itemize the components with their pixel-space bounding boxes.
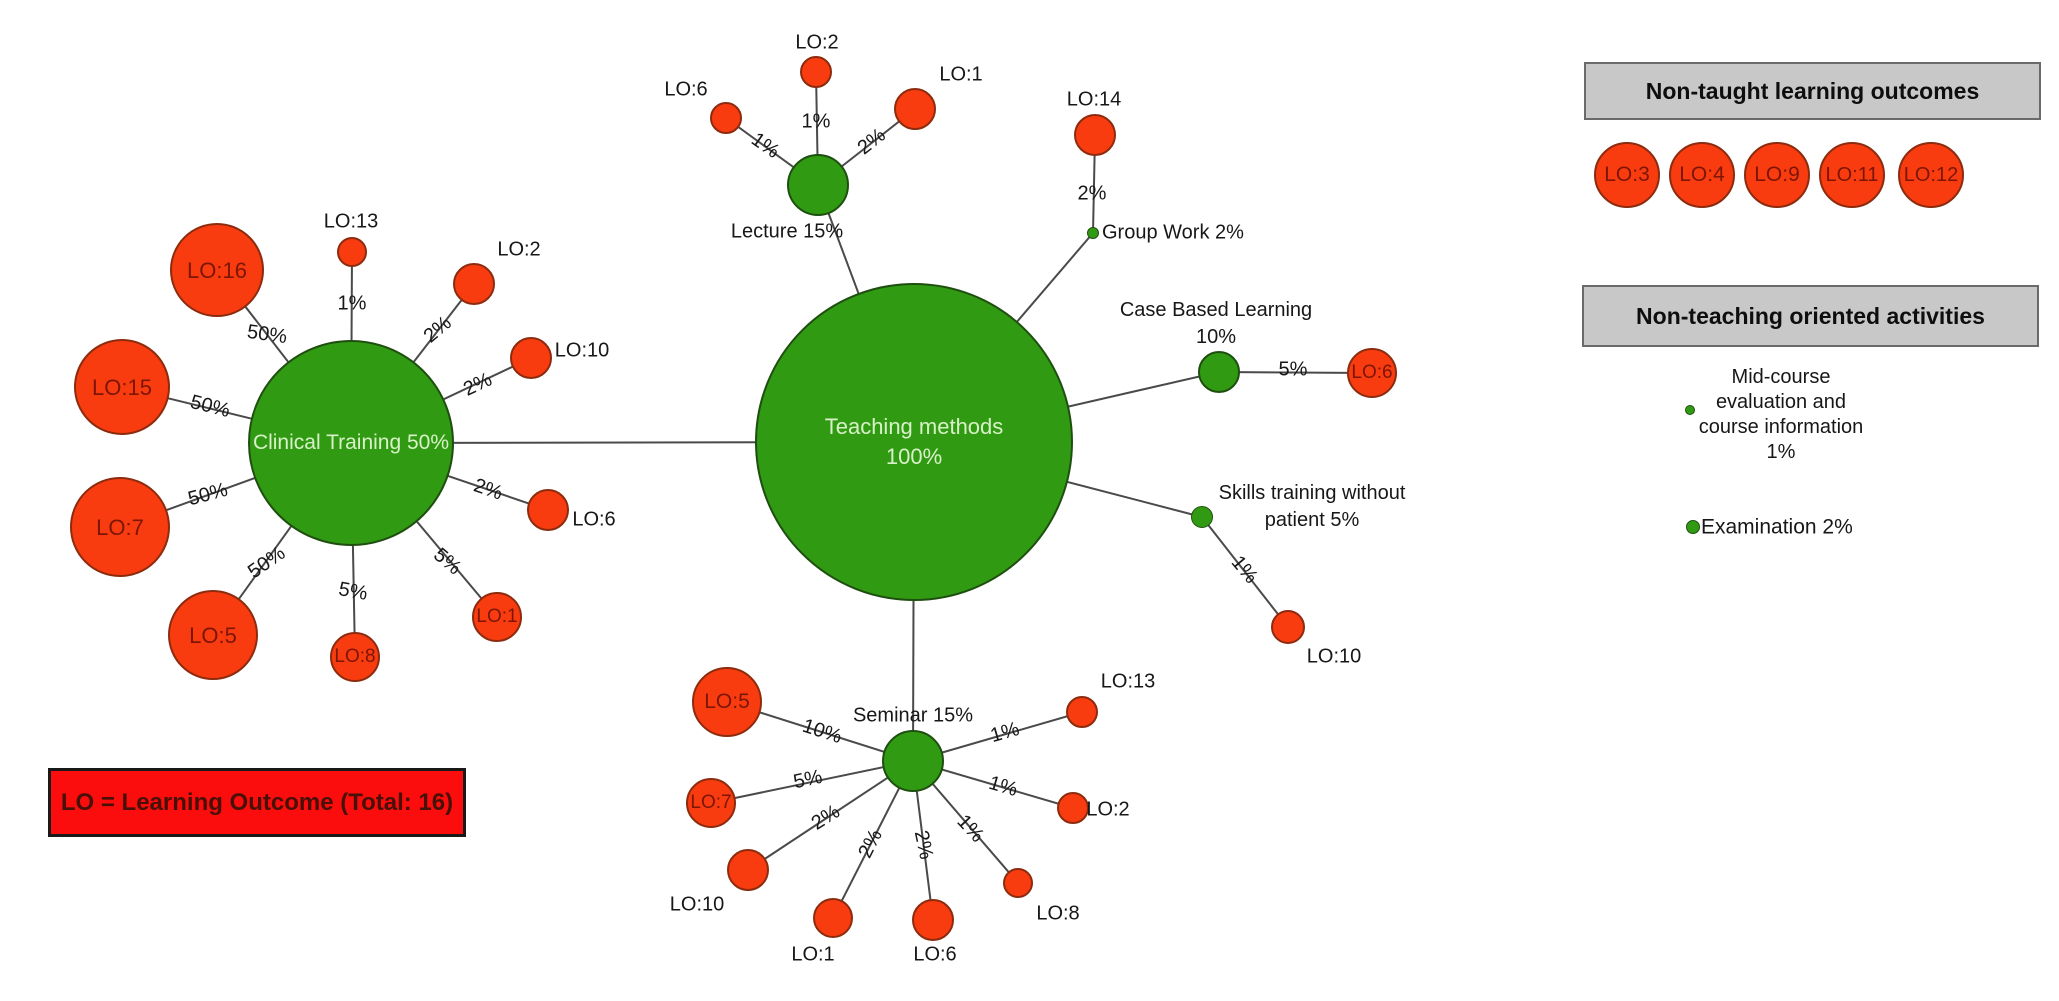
node-nontaught-lo9: LO:9 bbox=[1744, 142, 1810, 208]
node-skills-lo10 bbox=[1271, 610, 1305, 644]
edge bbox=[1201, 516, 1289, 628]
label-lecture-lo1: LO:1 bbox=[939, 63, 983, 86]
case-based-title: Case Based Learning 10% bbox=[1119, 299, 1313, 348]
legend-box: LO = Learning Outcome (Total: 16) bbox=[48, 768, 466, 837]
label-lecture-lo2: LO:2 bbox=[795, 31, 839, 54]
node-seminar bbox=[882, 730, 944, 792]
node-clinical-lo16: LO:16 bbox=[170, 223, 264, 317]
panel-non-teaching-activities: Non-teaching oriented activities bbox=[1582, 285, 2039, 347]
node-clinical-lo10 bbox=[510, 337, 552, 379]
panel-non-taught-title: Non-taught learning outcomes bbox=[1645, 77, 1980, 104]
label-seminar-lo6: LO:6 bbox=[913, 943, 957, 966]
node-skills-training bbox=[1191, 506, 1213, 528]
seminar-title: Seminar 15% bbox=[852, 704, 974, 727]
node-lecture-lo2 bbox=[800, 56, 832, 88]
node-nontaught-lo3: LO:3 bbox=[1594, 142, 1660, 208]
label-clinical-lo13: LO:13 bbox=[323, 210, 379, 233]
midcourse-note: Mid-course evaluation and course informa… bbox=[1698, 366, 1864, 463]
label-clinical-lo10: LO:10 bbox=[554, 339, 610, 362]
node-examination bbox=[1686, 520, 1700, 534]
node-group-work bbox=[1087, 227, 1099, 239]
node-clinical-lo2 bbox=[453, 263, 495, 305]
lecture-title: Lecture 15% bbox=[730, 220, 844, 243]
label-clinical-lo6: LO:6 bbox=[572, 508, 616, 531]
edge bbox=[710, 760, 914, 804]
label-groupwork-lo14: LO:14 bbox=[1066, 88, 1122, 111]
label-clinical-lo2: LO:2 bbox=[497, 238, 541, 261]
node-seminar-lo6 bbox=[912, 899, 954, 941]
node-nontaught-lo4: LO:4 bbox=[1669, 142, 1735, 208]
edge-label: 1% bbox=[801, 110, 831, 133]
label-seminar-lo2: LO:2 bbox=[1086, 798, 1130, 821]
edge-label: 5% bbox=[1278, 358, 1308, 381]
node-seminar-lo10 bbox=[727, 849, 769, 891]
node-clinical-lo15: LO:15 bbox=[74, 339, 170, 435]
node-case-based-learning bbox=[1198, 351, 1240, 393]
node-seminar-lo2 bbox=[1057, 792, 1089, 824]
label-lecture-lo6: LO:6 bbox=[664, 78, 708, 101]
panel-non-taught-outcomes: Non-taught learning outcomes bbox=[1584, 62, 2041, 120]
edge-label: 1% bbox=[337, 292, 367, 315]
node-seminar-lo8 bbox=[1003, 868, 1033, 898]
node-seminar-lo5: LO:5 bbox=[692, 667, 762, 737]
legend-text: LO = Learning Outcome (Total: 16) bbox=[60, 788, 454, 816]
label-seminar-lo10: LO:10 bbox=[669, 893, 725, 916]
node-clinical-lo5: LO:5 bbox=[168, 590, 258, 680]
label-seminar-lo8: LO:8 bbox=[1036, 902, 1080, 925]
node-lecture bbox=[787, 154, 849, 216]
node-clinical-lo7: LO:7 bbox=[70, 477, 170, 577]
node-lecture-lo1 bbox=[894, 88, 936, 130]
label-seminar-lo1: LO:1 bbox=[791, 943, 835, 966]
panel-non-teaching-title: Non-teaching oriented activities bbox=[1636, 302, 1985, 329]
node-lecture-lo6 bbox=[710, 102, 742, 134]
edge bbox=[1218, 371, 1373, 374]
node-clinical-training: Clinical Training 50% bbox=[248, 340, 454, 546]
skills-title: Skills training without patient 5% bbox=[1218, 482, 1406, 531]
edge-label: 2% bbox=[1077, 182, 1107, 205]
node-nontaught-lo11: LO:11 bbox=[1819, 142, 1885, 208]
node-casebased-lo6: LO:6 bbox=[1347, 348, 1397, 398]
node-mid-course bbox=[1685, 405, 1695, 415]
label-skills-lo10: LO:10 bbox=[1306, 645, 1362, 668]
node-nontaught-lo12: LO:12 bbox=[1898, 142, 1964, 208]
node-seminar-lo7: LO:7 bbox=[686, 778, 736, 828]
node-seminar-lo13 bbox=[1066, 696, 1098, 728]
edge-label: 5% bbox=[336, 578, 370, 605]
label-seminar-lo13: LO:13 bbox=[1100, 670, 1156, 693]
group-work-title: Group Work 2% bbox=[1102, 221, 1244, 244]
examination-note: Examination 2% bbox=[1701, 515, 1853, 539]
node-clinical-lo6 bbox=[527, 489, 569, 531]
node-teaching-methods: Teaching methods 100% bbox=[755, 283, 1073, 601]
node-clinical-lo13 bbox=[337, 237, 367, 267]
node-groupwork-lo14 bbox=[1074, 114, 1116, 156]
node-seminar-lo1 bbox=[813, 898, 853, 938]
node-clinical-lo8: LO:8 bbox=[330, 632, 380, 682]
edge bbox=[747, 760, 914, 871]
node-clinical-lo1: LO:1 bbox=[472, 592, 522, 642]
